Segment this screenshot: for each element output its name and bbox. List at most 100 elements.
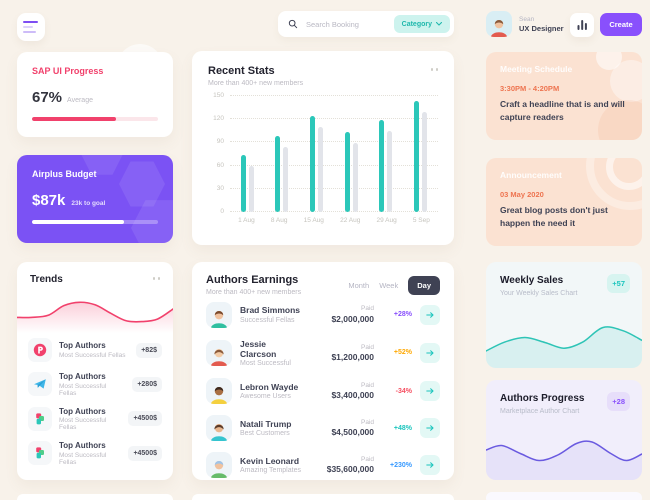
amount-badge: +4500$ bbox=[128, 411, 162, 427]
hamburger-icon bbox=[23, 20, 38, 24]
chevron-down-icon bbox=[436, 22, 442, 26]
meeting-schedule-card: Meeting Schedule 3:30PM - 4:20PM Craft a… bbox=[486, 52, 642, 140]
row-arrow-button[interactable] bbox=[420, 342, 440, 363]
row-arrow-button[interactable] bbox=[420, 304, 440, 325]
glitch-logo-icon bbox=[28, 441, 52, 466]
percent-change: -34% bbox=[395, 387, 412, 395]
partial-card bbox=[192, 494, 454, 500]
tab-week[interactable]: Week bbox=[379, 280, 399, 290]
card-title: Trends bbox=[30, 274, 63, 285]
paid-amount: $3,400,000 bbox=[331, 390, 374, 401]
list-item[interactable]: Top Authors Most Successful Fellas +4500… bbox=[17, 436, 173, 471]
row-arrow-button[interactable] bbox=[420, 455, 440, 475]
ring-decoration bbox=[586, 158, 642, 210]
bar-group bbox=[344, 132, 358, 212]
avatar bbox=[206, 378, 232, 404]
author-name: Brad Simmons bbox=[240, 305, 300, 316]
paid-label: Paid bbox=[360, 305, 374, 313]
table-row[interactable]: Jessie Clarcson Most Successful Paid $1,… bbox=[206, 333, 440, 373]
weekly-sales-chart bbox=[486, 326, 642, 368]
author-name: Natali Trump bbox=[240, 418, 292, 429]
paid-label: Paid bbox=[360, 418, 374, 426]
more-options-icon[interactable] bbox=[430, 65, 438, 74]
user-profile[interactable]: Sean UX Designer bbox=[486, 11, 564, 37]
table-row[interactable]: Brad Simmons Successful Fellas Paid $2,0… bbox=[206, 296, 440, 333]
paid-amount: $4,500,000 bbox=[331, 427, 374, 438]
table-row[interactable]: Kevin Leonard Amazing Templates Paid $35… bbox=[206, 447, 440, 484]
authors-progress-chart bbox=[486, 440, 642, 480]
bar-group bbox=[414, 101, 428, 212]
row-arrow-button[interactable] bbox=[420, 381, 440, 401]
search-icon bbox=[288, 19, 298, 29]
tab-day[interactable]: Day bbox=[408, 275, 440, 295]
progress-label: Average bbox=[67, 97, 93, 104]
partial-card bbox=[486, 492, 642, 500]
percent-change: +230% bbox=[390, 461, 412, 469]
table-row[interactable]: Natali Trump Best Customers Paid $4,500,… bbox=[206, 410, 440, 447]
item-subtitle: Most Successful Fellas bbox=[59, 417, 107, 431]
percent-change: +48% bbox=[393, 424, 412, 432]
percent-change: +28% bbox=[393, 311, 412, 318]
paid-amount: $2,000,000 bbox=[331, 313, 374, 324]
telegram-icon bbox=[28, 372, 52, 397]
list-item[interactable]: Top Authors Most Successful Fellas +4500… bbox=[17, 402, 173, 437]
announcement-date: 03 May 2020 bbox=[500, 190, 544, 199]
search-input[interactable] bbox=[304, 18, 388, 30]
paid-label: Paid bbox=[360, 381, 374, 389]
card-title: Authors Earnings bbox=[206, 274, 299, 286]
table-row[interactable]: Lebron Wayde Awesome Users Paid $3,400,0… bbox=[206, 373, 440, 410]
weekly-sales-card: Weekly Sales Your Weekly Sales Chart +57 bbox=[486, 262, 642, 368]
category-dropdown[interactable]: Category bbox=[393, 15, 450, 33]
announcement-text: Great blog posts don't just happen the n… bbox=[500, 205, 608, 228]
arrow-right-icon bbox=[426, 388, 434, 394]
card-subtitle: Marketplace Author Chart bbox=[500, 408, 580, 415]
circle-decoration bbox=[596, 52, 622, 70]
meeting-time: 3:30PM - 4:20PM bbox=[500, 84, 560, 93]
avatar bbox=[206, 415, 232, 441]
paid-amount: $1,200,000 bbox=[331, 352, 374, 362]
tab-month[interactable]: Month bbox=[348, 280, 370, 290]
percent-change: +52% bbox=[393, 349, 412, 357]
item-subtitle: Most Successful Fellas bbox=[59, 451, 107, 466]
card-title: Announcement bbox=[500, 170, 562, 180]
row-arrow-button[interactable] bbox=[420, 418, 440, 438]
more-options-icon[interactable] bbox=[152, 274, 160, 283]
paid-amount: $35,600,000 bbox=[326, 464, 374, 475]
trends-chart bbox=[17, 301, 173, 333]
arrow-right-icon bbox=[426, 462, 434, 468]
author-subtitle: Awesome Users bbox=[240, 393, 291, 401]
avatar bbox=[206, 452, 232, 478]
bar-chart-icon bbox=[577, 20, 587, 30]
bar-group bbox=[275, 136, 289, 212]
card-title: Authors Progress bbox=[500, 393, 585, 404]
author-name: Kevin Leonard bbox=[240, 455, 300, 466]
budget-goal: 23k to goal bbox=[71, 200, 106, 207]
card-title: Weekly Sales bbox=[500, 275, 564, 286]
avatar bbox=[206, 301, 232, 328]
trends-card: Trends Top Authors Most Suc bbox=[17, 262, 173, 480]
item-title: Top Authors bbox=[59, 406, 106, 416]
list-item[interactable]: Top Authors Most Successful Fellas +280$ bbox=[17, 367, 173, 402]
card-title: Recent Stats bbox=[208, 65, 275, 77]
menu-button[interactable] bbox=[17, 13, 45, 41]
paid-label: Paid bbox=[360, 343, 374, 351]
create-button[interactable]: Create bbox=[600, 13, 642, 36]
recent-stats-chart: 0 30 60 90 120 150 1 Aug 8 Aug 15 Aug 22 Aug 29 A… bbox=[208, 92, 438, 224]
meeting-text: Craft a headline that is and will captur… bbox=[500, 99, 625, 122]
producthunt-icon bbox=[28, 338, 52, 362]
value-badge: +28 bbox=[607, 392, 630, 411]
card-subtitle: More than 400+ new members bbox=[206, 289, 302, 296]
avatar bbox=[486, 11, 512, 37]
search-bar: Category bbox=[278, 11, 454, 37]
amount-badge: +82$ bbox=[136, 342, 162, 358]
card-title: Meeting Schedule bbox=[500, 64, 573, 74]
list-item[interactable]: Top Authors Most Successful Fellas +82$ bbox=[17, 333, 173, 367]
circle-decoration bbox=[610, 60, 642, 102]
author-name: Jessie Clarcson bbox=[240, 338, 277, 359]
authors-earnings-card: Authors Earnings More than 400+ new memb… bbox=[192, 262, 454, 480]
stats-icon-button[interactable] bbox=[570, 13, 594, 37]
partial-card bbox=[17, 494, 173, 500]
avatar bbox=[206, 339, 232, 366]
arrow-right-icon bbox=[426, 311, 434, 318]
